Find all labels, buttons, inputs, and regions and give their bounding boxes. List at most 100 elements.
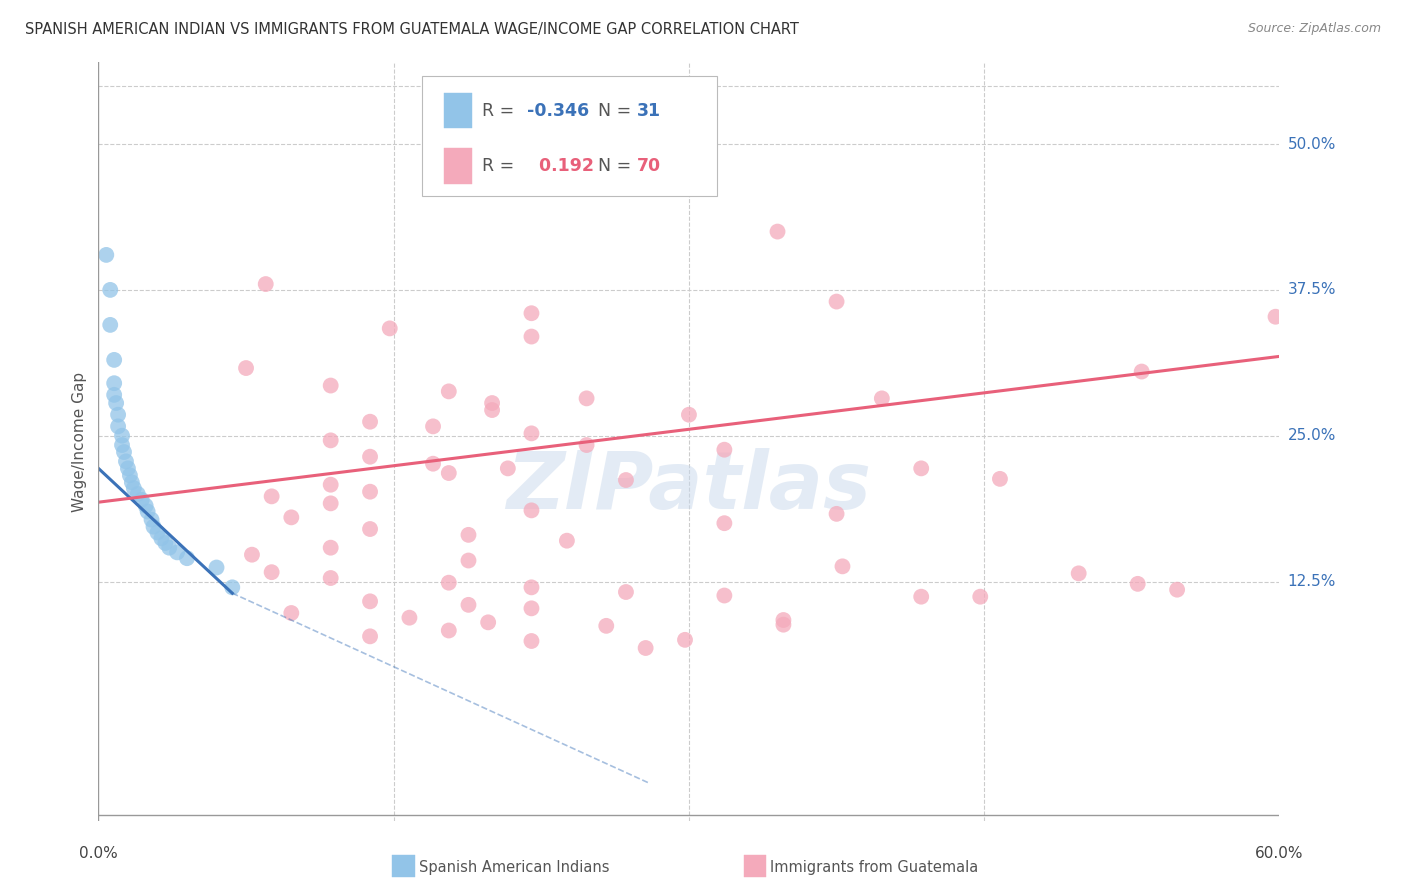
- Point: [831, 559, 853, 574]
- Point: [1126, 577, 1149, 591]
- Point: [910, 590, 932, 604]
- Point: [422, 457, 444, 471]
- Text: -0.346: -0.346: [527, 102, 589, 120]
- Point: [166, 545, 188, 559]
- Text: 0.0%: 0.0%: [79, 846, 118, 861]
- Point: [437, 575, 460, 590]
- Point: [107, 419, 129, 434]
- Text: 25.0%: 25.0%: [1288, 428, 1336, 443]
- Text: 50.0%: 50.0%: [1288, 136, 1336, 152]
- Point: [235, 361, 257, 376]
- Point: [1264, 310, 1286, 324]
- Point: [481, 403, 503, 417]
- Point: [673, 632, 696, 647]
- Point: [135, 499, 157, 513]
- Point: [520, 634, 543, 648]
- Text: Immigrants from Guatemala: Immigrants from Guatemala: [770, 860, 979, 874]
- Point: [457, 553, 479, 567]
- Text: SPANISH AMERICAN INDIAN VS IMMIGRANTS FROM GUATEMALA WAGE/INCOME GAP CORRELATION: SPANISH AMERICAN INDIAN VS IMMIGRANTS FR…: [25, 22, 799, 37]
- Point: [575, 438, 598, 452]
- Point: [260, 489, 283, 503]
- Point: [142, 519, 165, 533]
- Point: [496, 461, 519, 475]
- Point: [205, 560, 228, 574]
- Point: [457, 528, 479, 542]
- Point: [107, 408, 129, 422]
- Point: [98, 283, 121, 297]
- Point: [131, 492, 153, 507]
- Point: [988, 472, 1011, 486]
- Point: [437, 466, 460, 480]
- Point: [437, 384, 460, 399]
- Point: [520, 601, 543, 615]
- Point: [614, 585, 637, 599]
- Point: [520, 306, 543, 320]
- Point: [825, 507, 848, 521]
- Point: [319, 541, 342, 555]
- Text: 60.0%: 60.0%: [1256, 846, 1303, 861]
- Point: [422, 419, 444, 434]
- Text: R =: R =: [482, 157, 520, 175]
- Text: 37.5%: 37.5%: [1288, 283, 1336, 297]
- Point: [136, 504, 159, 518]
- Point: [1067, 566, 1090, 581]
- Text: R =: R =: [482, 102, 520, 120]
- Text: N =: N =: [598, 157, 637, 175]
- Point: [155, 536, 177, 550]
- Text: 70: 70: [637, 157, 661, 175]
- Point: [1166, 582, 1188, 597]
- Point: [713, 516, 735, 531]
- Text: 0.192: 0.192: [527, 157, 595, 175]
- Point: [157, 541, 180, 555]
- Point: [359, 415, 381, 429]
- Point: [481, 396, 503, 410]
- Point: [520, 426, 543, 441]
- Point: [176, 551, 198, 566]
- Point: [96, 248, 118, 262]
- Point: [260, 565, 283, 579]
- Point: [634, 640, 657, 655]
- Point: [520, 580, 543, 594]
- Point: [398, 610, 420, 624]
- Point: [103, 352, 125, 367]
- Point: [117, 461, 139, 475]
- Point: [595, 619, 617, 633]
- Point: [280, 606, 302, 620]
- Point: [115, 454, 138, 468]
- Point: [575, 392, 598, 406]
- Point: [555, 533, 578, 548]
- Point: [240, 548, 263, 562]
- Point: [121, 475, 143, 490]
- Point: [103, 376, 125, 391]
- Point: [1130, 365, 1153, 379]
- Point: [111, 438, 134, 452]
- Point: [280, 510, 302, 524]
- Point: [378, 321, 401, 335]
- Point: [359, 522, 381, 536]
- Point: [825, 294, 848, 309]
- Text: N =: N =: [598, 102, 637, 120]
- Point: [150, 532, 173, 546]
- Point: [520, 329, 543, 343]
- Point: [319, 378, 342, 392]
- Point: [103, 388, 125, 402]
- Point: [319, 571, 342, 585]
- Point: [359, 484, 381, 499]
- Y-axis label: Wage/Income Gap: Wage/Income Gap: [72, 371, 87, 512]
- Point: [359, 450, 381, 464]
- Point: [319, 496, 342, 510]
- Point: [477, 615, 499, 630]
- Point: [221, 580, 243, 594]
- Point: [457, 598, 479, 612]
- Point: [105, 396, 128, 410]
- Point: [678, 408, 700, 422]
- Text: 12.5%: 12.5%: [1288, 574, 1336, 589]
- Point: [772, 613, 794, 627]
- Point: [910, 461, 932, 475]
- Point: [122, 481, 145, 495]
- Point: [668, 131, 690, 145]
- Text: ZIPatlas: ZIPatlas: [506, 448, 872, 526]
- Point: [112, 445, 135, 459]
- Point: [118, 468, 141, 483]
- Point: [146, 525, 169, 540]
